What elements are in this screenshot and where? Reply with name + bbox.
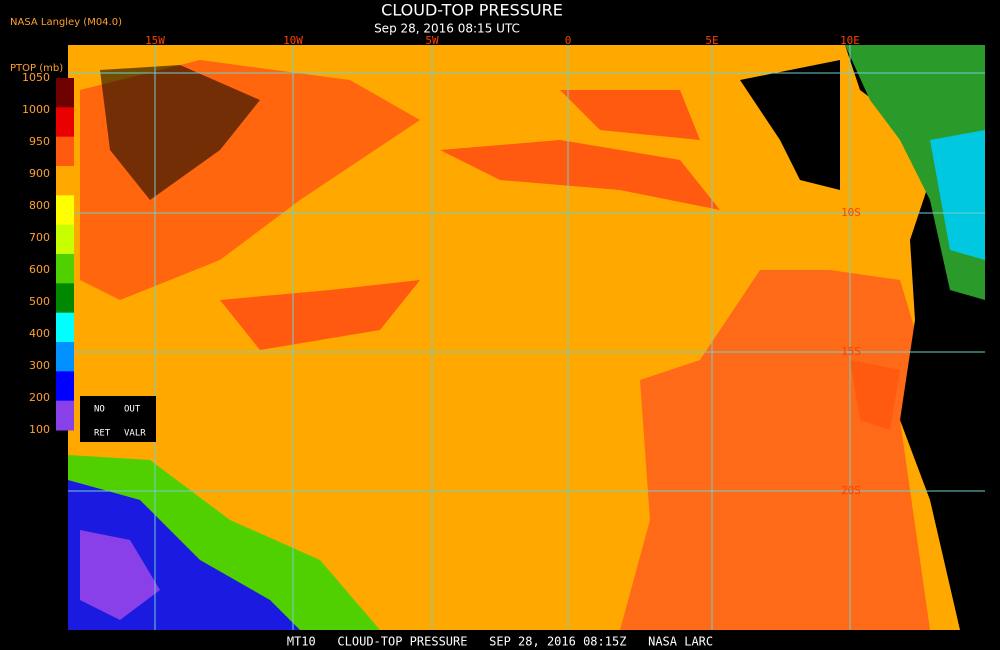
lon-label: 5E bbox=[705, 34, 718, 47]
colorbar-swatch bbox=[56, 224, 74, 255]
legend-cell: NO bbox=[94, 405, 105, 415]
lon-label: 10E bbox=[840, 34, 860, 47]
subtitle: Sep 28, 2016 08:15 UTC bbox=[374, 22, 520, 36]
lon-labels: 15W 10W 5W 0 5E 10E bbox=[145, 34, 860, 47]
colorbar-tick-label: 1050 bbox=[22, 71, 50, 84]
mid-cloud bbox=[560, 90, 700, 140]
colorbar-tick-label: 100 bbox=[29, 423, 50, 436]
high-cloud bbox=[80, 530, 160, 620]
legend-cell: RET bbox=[94, 429, 111, 439]
colorbar-tick-label: 1000 bbox=[22, 103, 50, 116]
legend-box bbox=[80, 396, 156, 442]
colorbar: 1050 1000 950 900 800 700 600 500 400 300 200 100 bbox=[22, 71, 74, 436]
legend-cell: OUT bbox=[124, 405, 141, 415]
lon-label: 10W bbox=[283, 34, 303, 47]
coastal-cloud bbox=[850, 360, 900, 430]
low-cloud-region bbox=[620, 270, 930, 630]
lon-label: 0 bbox=[565, 34, 572, 47]
graticule bbox=[68, 45, 985, 630]
lon-label: 15W bbox=[145, 34, 165, 47]
colorbar-swatch bbox=[56, 312, 74, 343]
colorbar-label: PTOP (mb) bbox=[10, 63, 63, 74]
lat-label: 10S bbox=[841, 206, 861, 219]
lat-label: 15S bbox=[841, 345, 861, 358]
lat-label: 20S bbox=[841, 484, 861, 497]
colorbar-swatch bbox=[56, 371, 74, 402]
colorbar-tick-label: 500 bbox=[29, 295, 50, 308]
mid-cloud bbox=[220, 280, 420, 350]
colorbar-swatch bbox=[56, 254, 74, 284]
colorbar-swatch bbox=[56, 342, 74, 372]
colorbar-tick-label: 800 bbox=[29, 199, 50, 212]
colorbar-swatch bbox=[56, 78, 74, 108]
colorbar-tick-label: 400 bbox=[29, 327, 50, 340]
colorbar-tick-label: 600 bbox=[29, 263, 50, 276]
clear-patches bbox=[100, 65, 260, 200]
colorbar-tick-label: 200 bbox=[29, 391, 50, 404]
colorbar-swatch bbox=[56, 400, 74, 431]
land-clouds bbox=[930, 130, 985, 260]
colorbar-tick-label: 950 bbox=[29, 135, 50, 148]
colorbar-swatch bbox=[56, 283, 74, 314]
title: CLOUD-TOP PRESSURE bbox=[381, 1, 563, 20]
mid-cloud bbox=[440, 140, 720, 210]
lat-labels: 10S 15S 20S bbox=[841, 206, 861, 497]
colorbar-swatch bbox=[56, 136, 74, 167]
colorbar-swatch bbox=[56, 166, 74, 196]
colorbar-tick-label: 700 bbox=[29, 231, 50, 244]
clear-sky bbox=[740, 60, 840, 190]
colorbar-tick-label: 900 bbox=[29, 167, 50, 180]
legend-cell: VALR bbox=[124, 429, 146, 439]
colorbar-swatch bbox=[56, 107, 74, 138]
lon-label: 5W bbox=[425, 34, 439, 47]
source-label: NASA Langley (M04.0) bbox=[10, 17, 122, 28]
footer: MT10 CLOUD-TOP PRESSURE SEP 28, 2016 08:… bbox=[287, 635, 713, 649]
imagery bbox=[68, 45, 985, 630]
legend-cells: NO OUT RET VALR bbox=[94, 405, 146, 439]
colorbar-tick-label: 300 bbox=[29, 359, 50, 372]
colorbar-swatch bbox=[56, 195, 74, 226]
